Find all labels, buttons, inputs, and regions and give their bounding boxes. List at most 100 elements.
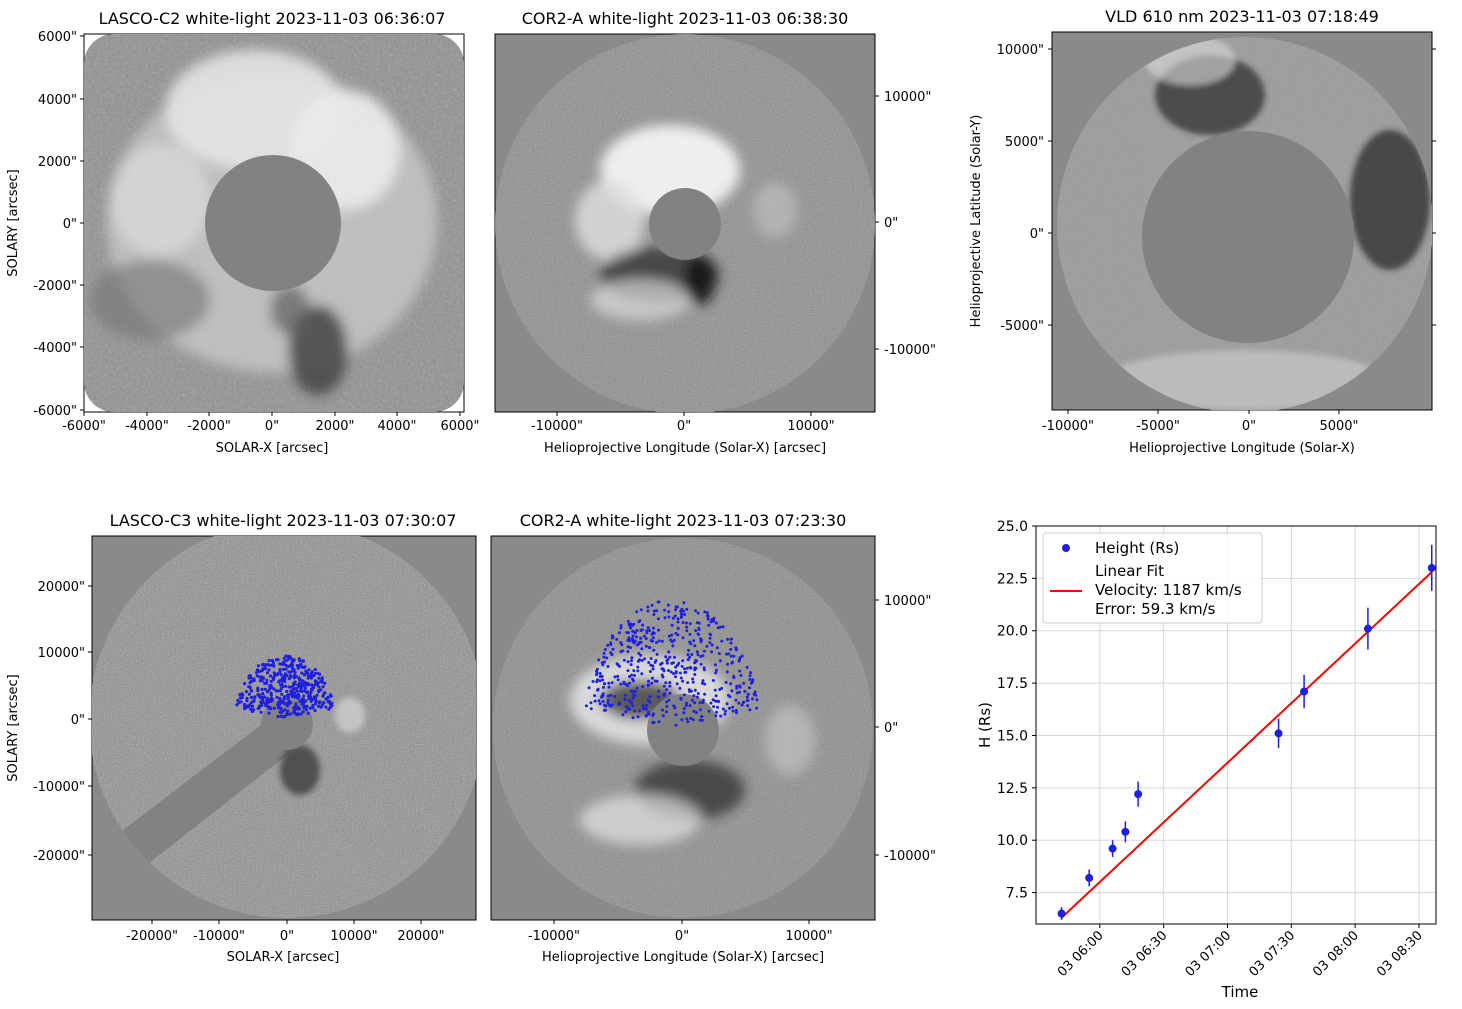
panel-title: COR2-A white-light 2023-11-03 06:38:30 (522, 9, 849, 28)
cme-point (279, 683, 283, 687)
cme-point (735, 686, 739, 690)
cme-point (632, 693, 636, 697)
x-tick-label: -4000" (125, 419, 169, 434)
occulter-disk (205, 155, 341, 291)
cme-point (268, 663, 272, 667)
cme-point (688, 632, 692, 636)
cme-point (303, 705, 307, 709)
cme-point (257, 704, 262, 708)
cme-point (743, 689, 747, 693)
cme-point (289, 689, 293, 693)
cme-point (667, 698, 671, 702)
chart-grid (1036, 525, 1436, 924)
x-axis-ticks: -10000" 0" 10000" (531, 412, 835, 434)
panel-vld-610: VLD 610 nm 2023-11-03 07:18:49 -10000" -… (969, 7, 1436, 456)
cme-point (714, 694, 718, 698)
legend-box (1042, 532, 1263, 624)
cme-point (638, 709, 641, 713)
cme-point (283, 672, 287, 676)
cme-point (631, 689, 635, 693)
x-tick-label: 2000" (315, 419, 354, 434)
legend: Height (Rs) Linear Fit Velocity: 1187 km… (1042, 532, 1263, 624)
cme-point (631, 704, 635, 708)
y-axis-label: SOLARY [arcsec] (6, 674, 21, 781)
cme-point (672, 704, 676, 708)
cme-point (748, 708, 752, 712)
y-tick-label: -2000" (33, 279, 77, 294)
cme-point (283, 708, 287, 712)
cme-point (330, 701, 334, 706)
cme-point (265, 678, 269, 682)
cme-point (307, 697, 311, 701)
cme-point (597, 699, 601, 703)
panel-cor2a-early: COR2-A white-light 2023-11-03 06:38:30 -… (494, 9, 936, 456)
cme-point (685, 717, 689, 721)
cme-point (700, 681, 704, 685)
cme-point (663, 692, 667, 696)
cme-point (247, 692, 251, 696)
cme-point (279, 686, 283, 691)
cme-point (245, 699, 249, 703)
cme-point (313, 668, 317, 672)
cme-point (244, 690, 248, 694)
cme-point (603, 648, 607, 651)
cme-point (264, 704, 268, 708)
cme-point (280, 709, 285, 713)
cme-point (637, 620, 641, 624)
cme-point (257, 669, 261, 673)
cme-point (749, 671, 753, 675)
cme-point (625, 631, 629, 634)
cme-point (686, 681, 690, 685)
plot-area (1035, 525, 1437, 925)
cme-point (667, 610, 671, 614)
cme-point (745, 665, 749, 669)
cme-point (633, 689, 637, 693)
cme-point (740, 703, 744, 707)
cme-point (606, 701, 610, 705)
cme-point (294, 674, 298, 679)
cme-point (668, 691, 672, 695)
cme-point (684, 704, 688, 707)
cme-point (302, 702, 306, 706)
cme-point (724, 680, 728, 684)
cme-point (698, 718, 702, 722)
cme-point (309, 676, 313, 680)
legend-label-points: Height (Rs) (1095, 539, 1179, 557)
cme-point (611, 647, 615, 651)
cme-point (646, 605, 650, 609)
y-axis-ticks: 10000" 5000" 0" -5000" (997, 43, 1436, 334)
cme-point (602, 655, 606, 659)
cme-point (697, 626, 701, 630)
cme-point (732, 654, 736, 658)
x-tick-label: 0" (1242, 419, 1256, 434)
cme-point (665, 704, 669, 708)
cme-point (667, 650, 671, 654)
cme-point (320, 676, 324, 680)
cme-point (700, 715, 704, 718)
cme-point (655, 679, 659, 683)
cme-point (293, 680, 297, 684)
cme-point (283, 714, 287, 719)
cme-point (301, 659, 306, 663)
cme-point (606, 694, 610, 698)
y-tick-label: -10000" (884, 343, 936, 358)
cme-point (673, 655, 676, 659)
cme-point (615, 662, 619, 666)
cme-point (263, 687, 267, 691)
cme-point (632, 679, 635, 683)
cme-point (695, 650, 699, 654)
cme-point (651, 667, 655, 671)
cme-point (605, 656, 609, 660)
cme-point (285, 712, 289, 716)
cme-point (636, 665, 640, 669)
cme-point (628, 624, 632, 628)
cme-point (267, 668, 271, 672)
cme-point (272, 671, 276, 675)
cme-point (639, 629, 643, 632)
cme-point (282, 660, 286, 664)
cme-point (651, 636, 655, 640)
cme-point (267, 711, 271, 715)
cme-point (281, 667, 286, 672)
cme-point (260, 663, 264, 667)
y-tick-label: 0" (1030, 227, 1044, 242)
